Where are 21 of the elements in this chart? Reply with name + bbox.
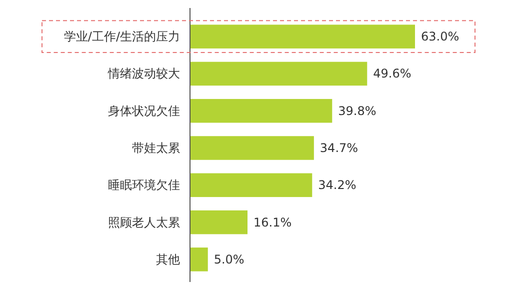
data-label: 5.0%	[214, 252, 244, 266]
bar	[190, 136, 314, 160]
y-tick-label: 睡眠环境欠佳	[108, 178, 180, 192]
data-label: 49.6%	[373, 66, 412, 81]
bar	[190, 62, 368, 86]
y-tick-label: 带娃太累	[132, 141, 180, 155]
y-tick-label: 情绪波动较大	[107, 66, 180, 81]
data-label: 63.0%	[421, 30, 460, 44]
bar	[190, 98, 332, 123]
y-tick-label: 照顾老人太累	[108, 215, 180, 230]
bar	[190, 173, 312, 198]
data-label: 34.7%	[320, 141, 358, 155]
bar	[190, 24, 415, 48]
bar	[190, 248, 208, 272]
y-tick-label: 身体状况欠佳	[108, 104, 180, 118]
y-tick-label: 其他	[156, 252, 180, 266]
data-label: 34.2%	[318, 178, 356, 192]
bar	[190, 210, 248, 234]
y-tick-label: 学业/工作/生活的压力	[64, 30, 180, 44]
data-label: 39.8%	[338, 104, 376, 118]
data-label: 16.1%	[254, 215, 292, 230]
